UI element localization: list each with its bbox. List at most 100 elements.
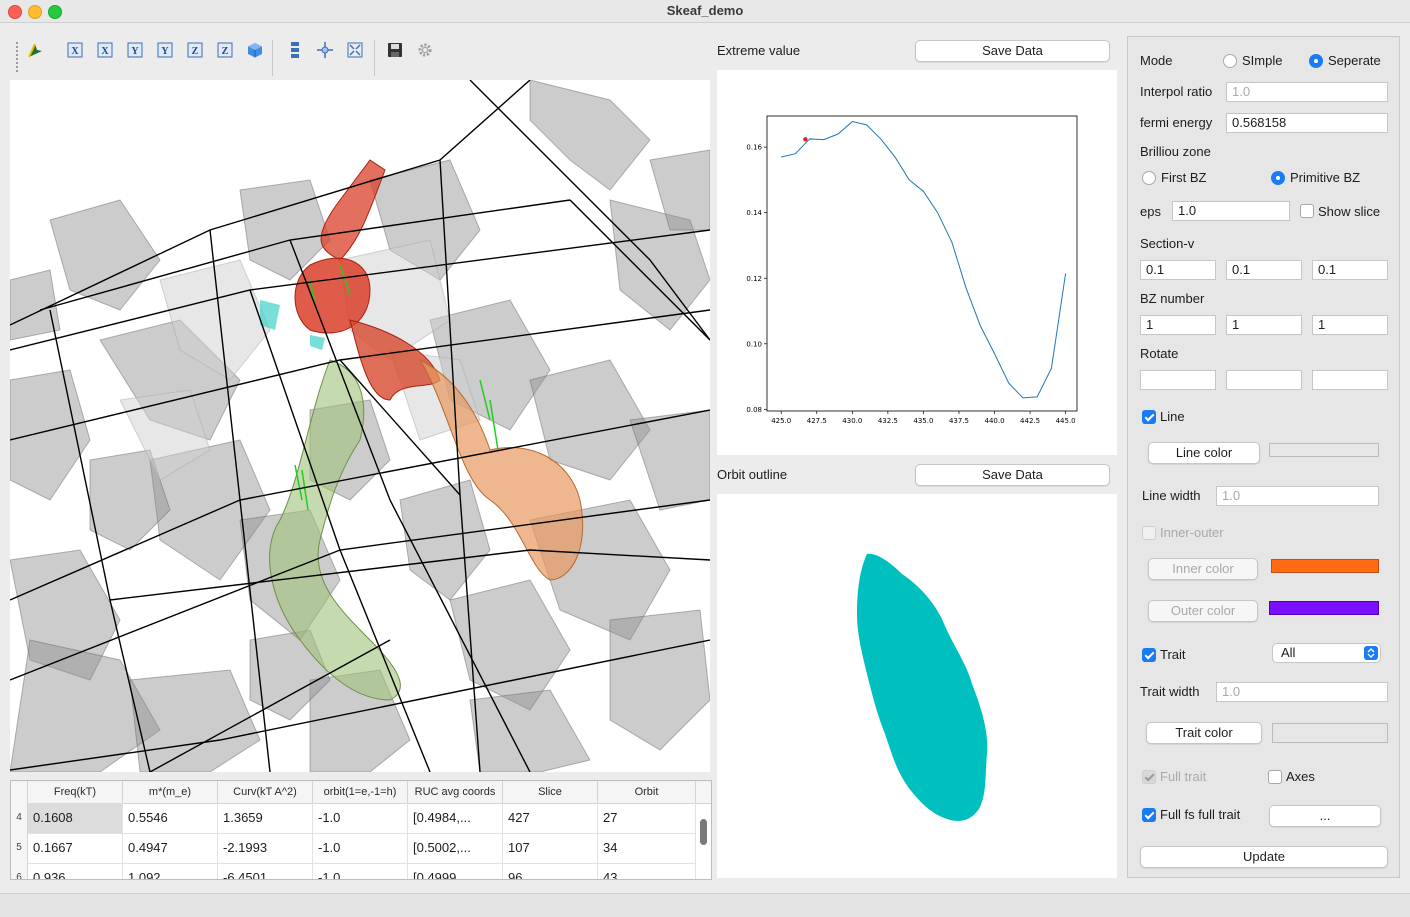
toolbar-grip[interactable] [16,42,21,72]
table-cell[interactable]: 1.3659 [218,803,313,833]
trait-select[interactable]: All [1272,643,1381,663]
fit-view-icon[interactable] [345,40,365,60]
save-icon[interactable] [385,40,405,60]
gear-icon[interactable] [415,40,435,60]
full-fs-full-trait-label[interactable]: Full fs full trait [1160,807,1241,822]
close-window-button[interactable] [8,5,22,19]
mode-simple-label[interactable]: SImple [1242,53,1283,68]
table-cell[interactable]: -6.4501 [218,863,313,879]
x-axis-reverse-icon[interactable]: X [95,40,115,60]
show-slice-checkbox[interactable] [1300,204,1314,218]
bz-number-label: BZ number [1140,291,1205,306]
column-header[interactable]: Orbit [598,781,696,803]
table-cell[interactable]: 27 [598,803,696,833]
iso-view-icon[interactable] [245,40,265,60]
inner-outer-checkbox[interactable] [1142,526,1156,540]
column-header[interactable]: m*(m_e) [123,781,218,803]
table-row[interactable]: 4 0.1608 0.5546 1.3659 -1.0 [0.4984,... … [11,803,696,834]
center-icon[interactable] [315,40,335,60]
trait-width-input[interactable]: 1.0 [1216,682,1388,702]
table-cell[interactable]: 34 [598,833,696,863]
x-axis-view-icon[interactable]: X [65,40,85,60]
line-width-input[interactable]: 1.0 [1216,486,1379,506]
z-axis-reverse-icon[interactable]: Z [215,40,235,60]
column-header[interactable]: orbit(1=e,-1=h) [313,781,408,803]
toolbar-separator [272,40,273,76]
save-orbit-data-button[interactable]: Save Data [915,464,1110,486]
table-cell[interactable]: 0.5546 [123,803,218,833]
table-scrollbar[interactable] [700,819,707,845]
z-axis-view-icon[interactable]: Z [185,40,205,60]
primitive-bz-radio[interactable] [1271,171,1285,185]
rotate-z-input[interactable] [1312,370,1388,390]
table-cell[interactable]: 0.936 [28,863,123,879]
full-trait-checkbox[interactable] [1142,770,1156,784]
column-header[interactable]: RUC avg coords [408,781,503,803]
y-axis-reverse-icon[interactable]: Y [155,40,175,60]
fermi-energy-input[interactable]: 0.568158 [1226,113,1388,133]
table-cell[interactable]: 0.1667 [28,833,123,863]
first-bz-label[interactable]: First BZ [1161,170,1207,185]
bz-number-y-input[interactable]: 1 [1226,315,1302,335]
table-cell[interactable]: 1.092 [123,863,218,879]
rotate-x-input[interactable] [1140,370,1216,390]
full-fs-full-trait-checkbox[interactable] [1142,808,1156,822]
table-row[interactable]: 5 0.1667 0.4947 -2.1993 -1.0 [0.5002,...… [11,833,696,864]
table-cell[interactable]: 43 [598,863,696,879]
mode-seperate-radio[interactable] [1309,54,1323,68]
axes-label[interactable]: Axes [1286,769,1315,784]
first-bz-radio[interactable] [1142,171,1156,185]
rotate-y-input[interactable] [1226,370,1302,390]
zoom-window-button[interactable] [48,5,62,19]
inner-color-button[interactable]: Inner color [1148,558,1258,580]
table-row[interactable]: 6 0.936 1.092 -6.4501 -1.0 [0.4999 96 43 [11,863,696,879]
axes-checkbox[interactable] [1268,770,1282,784]
bz-number-z-input[interactable]: 1 [1312,315,1388,335]
table-cell[interactable]: [0.5002,... [408,833,503,863]
mode-simple-radio[interactable] [1223,54,1237,68]
stack-view-icon[interactable] [285,40,305,60]
section-v-x-input[interactable]: 0.1 [1140,260,1216,280]
trait-color-button[interactable]: Trait color [1146,722,1262,744]
table-cell[interactable]: [0.4984,... [408,803,503,833]
column-header[interactable]: Curv(kT A^2) [218,781,313,803]
eps-input[interactable]: 1.0 [1172,201,1290,221]
full-trait-label[interactable]: Full trait [1160,769,1207,784]
trait-label[interactable]: Trait [1160,647,1186,662]
table-cell[interactable]: [0.4999 [408,863,503,879]
extreme-value-plot: 425.0 427.5 430.0 432.5 435.0 437.5 440.0 442.5… [746,115,1078,425]
interpol-ratio-input[interactable]: 1.0 [1226,82,1388,102]
table-cell[interactable]: 427 [503,803,598,833]
table-cell[interactable]: 96 [503,863,598,879]
table-cell[interactable]: 0.4947 [123,833,218,863]
line-label[interactable]: Line [1160,409,1185,424]
table-cell[interactable]: -1.0 [313,833,408,863]
table-cell[interactable]: 107 [503,833,598,863]
update-button[interactable]: Update [1140,846,1388,868]
orbit-results-table[interactable]: Freq(kT) m*(m_e) Curv(kT A^2) orbit(1=e,… [10,780,712,880]
table-cell[interactable]: 0.1608 [28,803,123,833]
outer-color-button[interactable]: Outer color [1148,600,1258,622]
column-header[interactable]: Slice [503,781,598,803]
mode-seperate-label[interactable]: Seperate [1328,53,1381,68]
section-v-y-input[interactable]: 0.1 [1226,260,1302,280]
primitive-bz-label[interactable]: Primitive BZ [1290,170,1361,185]
minimize-window-button[interactable] [28,5,42,19]
bz-number-x-input[interactable]: 1 [1140,315,1216,335]
line-color-button[interactable]: Line color [1148,442,1260,464]
y-axis-view-icon[interactable]: Y [125,40,145,60]
table-cell[interactable]: -1.0 [313,863,408,879]
save-extreme-data-button[interactable]: Save Data [915,40,1110,62]
table-cell[interactable]: -1.0 [313,803,408,833]
column-header[interactable]: Freq(kT) [28,781,123,803]
table-cell[interactable]: -2.1993 [218,833,313,863]
show-slice-label[interactable]: Show slice [1318,204,1381,219]
line-checkbox[interactable] [1142,410,1156,424]
fermi-surface-3d-view[interactable] [10,80,710,772]
pick-icon[interactable] [25,40,45,60]
inner-outer-label[interactable]: Inner-outer [1160,525,1224,540]
trait-checkbox[interactable] [1142,648,1156,662]
section-v-z-input[interactable]: 0.1 [1312,260,1388,280]
fermi-surface-render[interactable] [10,80,710,772]
more-options-button[interactable]: ... [1269,805,1381,827]
